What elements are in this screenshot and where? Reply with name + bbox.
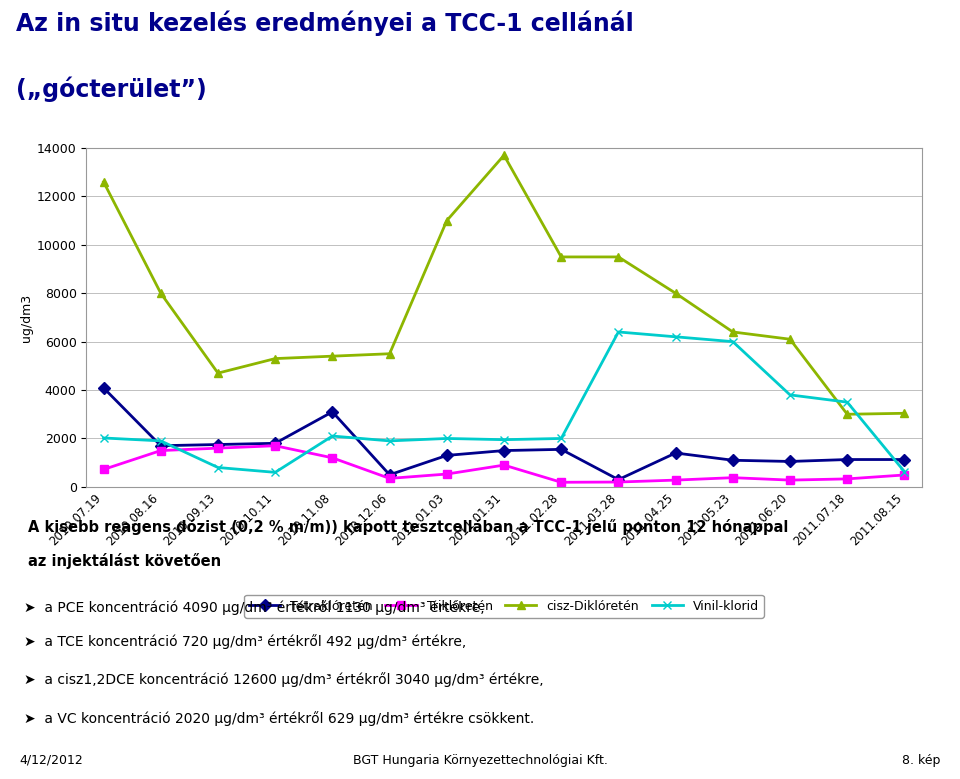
Text: ➤  a VC koncentráció 2020 μg/dm³ értékről 629 μg/dm³ értékre csökkent.: ➤ a VC koncentráció 2020 μg/dm³ értékről… (24, 710, 534, 725)
Vinil-klorid (155, 436, 166, 446)
Text: ➤  a PCE koncentráció 4090 μg/dm³ értékről 1130 μg/dm³ értékre,: ➤ a PCE koncentráció 4090 μg/dm³ értékrő… (24, 600, 485, 615)
cisz-Diklóretén (899, 409, 910, 418)
Line: Tetraklóretén: Tetraklóretén (100, 384, 908, 484)
cisz-Diklóretén (784, 334, 796, 344)
Tetraklóretén (212, 440, 224, 449)
Text: A kisebb reagens dózist (0,2 % m/m)) kapott tesztcellában a TCC-1 jelű ponton 12: A kisebb reagens dózist (0,2 % m/m)) kap… (29, 519, 789, 534)
Triklóretén (326, 453, 338, 463)
Tetraklóretén (98, 383, 109, 393)
cisz-Diklóretén (98, 178, 109, 187)
Vinil-klorid (498, 435, 510, 444)
Text: ➤  a TCE koncentráció 720 μg/dm³ értékről 492 μg/dm³ értékre,: ➤ a TCE koncentráció 720 μg/dm³ értékről… (24, 634, 466, 649)
Vinil-klorid (784, 390, 796, 400)
Vinil-klorid (98, 433, 109, 442)
Tetraklóretén (727, 456, 738, 465)
Text: B: B (826, 23, 839, 42)
Tetraklóretén (556, 445, 567, 454)
Vinil-klorid (612, 327, 624, 337)
cisz-Diklóretén (612, 252, 624, 262)
Text: G: G (826, 60, 840, 78)
Tetraklóretén (155, 441, 166, 450)
Tetraklóretén (784, 456, 796, 466)
Triklóretén (384, 474, 396, 483)
Text: T: T (827, 96, 839, 115)
Triklóretén (98, 465, 109, 474)
Line: Vinil-klorid: Vinil-klorid (100, 328, 908, 477)
Tetraklóretén (326, 407, 338, 417)
cisz-Diklóretén (498, 150, 510, 160)
Vinil-klorid (899, 467, 910, 476)
Text: 4/12/2012: 4/12/2012 (19, 754, 83, 767)
Triklóretén (670, 475, 682, 485)
Text: Az in situ kezelés eredményei a TCC-1 cellánál: Az in situ kezelés eredményei a TCC-1 ce… (15, 11, 634, 36)
Triklóretén (784, 475, 796, 485)
Text: ➤  a cisz1,2DCE koncentráció 12600 μg/dm³ értékről 3040 μg/dm³ értékre,: ➤ a cisz1,2DCE koncentráció 12600 μg/dm³… (24, 672, 543, 687)
cisz-Diklóretén (556, 252, 567, 262)
cisz-Diklóretén (670, 288, 682, 298)
Legend: Tetraklóretén, Triklóretén, cisz-Diklóretén, Vinil-klorid: Tetraklóretén, Triklóretén, cisz-Diklóre… (244, 595, 764, 618)
cisz-Diklóretén (270, 354, 281, 363)
Text: az injektálást követően: az injektálást követően (29, 552, 222, 569)
Vinil-klorid (727, 337, 738, 347)
cisz-Diklóretén (326, 351, 338, 361)
Y-axis label: ug/dm3: ug/dm3 (19, 294, 33, 341)
Vinil-klorid (212, 463, 224, 472)
Triklóretén (441, 470, 452, 479)
Triklóretén (155, 446, 166, 455)
Triklóretén (212, 443, 224, 453)
cisz-Diklóretén (155, 288, 166, 298)
Text: („gócterület”): („gócterület”) (15, 77, 206, 102)
Text: BGT Hungaria Környezettechnológiai Kft.: BGT Hungaria Környezettechnológiai Kft. (352, 754, 608, 767)
cisz-Diklóretén (727, 327, 738, 337)
Triklóretén (270, 441, 281, 450)
Tetraklóretén (384, 470, 396, 479)
Tetraklóretén (842, 455, 853, 464)
cisz-Diklóretén (842, 410, 853, 419)
Line: Triklóretén: Triklóretén (100, 442, 908, 486)
Tetraklóretén (612, 475, 624, 485)
Vinil-klorid (326, 432, 338, 441)
Text: 8. kép: 8. kép (902, 754, 941, 767)
Tetraklóretén (670, 449, 682, 458)
Line: cisz-Diklóretén: cisz-Diklóretén (100, 151, 908, 418)
Vinil-klorid (384, 436, 396, 446)
Tetraklóretén (441, 451, 452, 460)
Tetraklóretén (498, 446, 510, 455)
Vinil-klorid (441, 434, 452, 443)
Triklóretén (842, 474, 853, 484)
Vinil-klorid (670, 332, 682, 341)
Vinil-klorid (842, 397, 853, 407)
cisz-Diklóretén (441, 216, 452, 225)
cisz-Diklóretén (384, 349, 396, 358)
Vinil-klorid (556, 434, 567, 443)
Tetraklóretén (270, 439, 281, 448)
Triklóretén (612, 478, 624, 487)
Triklóretén (498, 460, 510, 470)
Triklóretén (727, 473, 738, 482)
cisz-Diklóretén (212, 368, 224, 378)
Triklóretén (556, 478, 567, 487)
Triklóretén (899, 471, 910, 480)
Tetraklóretén (899, 455, 910, 464)
Vinil-klorid (270, 467, 281, 477)
